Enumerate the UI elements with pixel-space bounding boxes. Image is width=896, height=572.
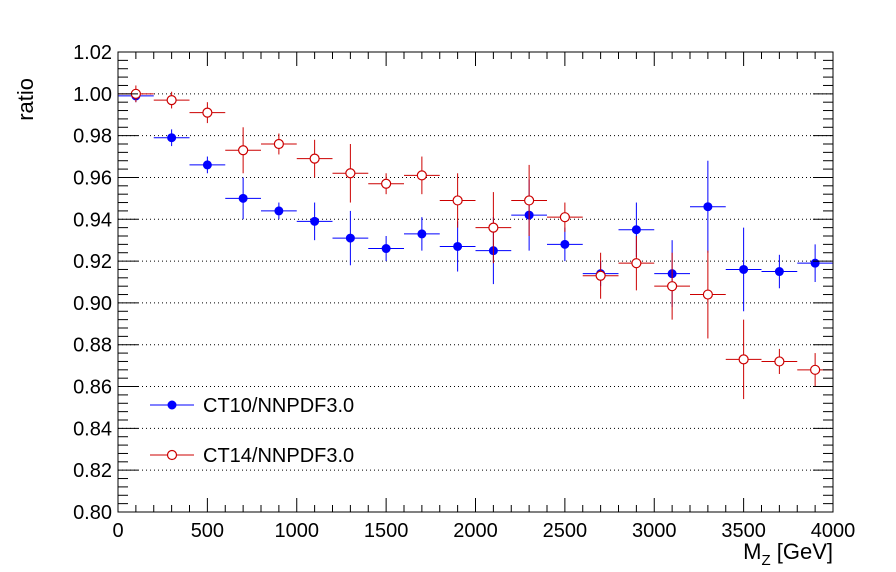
y-tick-label: 1.02 (73, 42, 112, 64)
x-tick-label: 1500 (364, 520, 409, 542)
y-tick-label: 0.92 (73, 251, 112, 273)
data-point (524, 195, 535, 206)
data-point (202, 160, 212, 170)
x-axis-title-main: M (743, 539, 761, 564)
tick-labels: 0.80 0.82 0.84 0.86 0.88 0.90 0.92 0.94 0.96 0.98… (73, 42, 855, 542)
data-point (238, 145, 249, 156)
data-point (416, 170, 427, 181)
x-tick-label: 500 (191, 520, 224, 542)
data-point (774, 356, 785, 367)
x-tick-label: 4000 (811, 520, 856, 542)
data-point (595, 270, 606, 281)
data-point (667, 281, 678, 292)
data-point (703, 202, 713, 212)
series-ct10 (118, 89, 833, 312)
y-tick-label: 0.84 (73, 418, 112, 440)
x-axis-title: MZ [GeV] (743, 539, 833, 569)
y-tick-label: 1.00 (73, 84, 112, 106)
data-point (453, 241, 463, 251)
x-axis-title-unit: [GeV] (771, 539, 833, 564)
legend-item-ct10: CT10/NNPDF3.0 (150, 395, 354, 417)
x-tick-label: 0 (112, 520, 123, 542)
x-axis-title-sub: Z (761, 552, 770, 569)
x-tick-label: 3000 (632, 520, 677, 542)
data-series (118, 85, 833, 400)
data-point (559, 212, 570, 223)
legend-item-ct14: CT14/NNPDF3.0 (150, 445, 354, 467)
y-tick-label: 0.82 (73, 460, 112, 482)
data-point (238, 193, 248, 203)
data-point (417, 229, 427, 239)
legend-ct10-label: CT10/NNPDF3.0 (203, 395, 354, 417)
plot-frame (117, 51, 834, 513)
x-tick-label: 2000 (453, 520, 498, 542)
y-tick-label: 0.80 (73, 502, 112, 524)
data-point (309, 153, 320, 164)
y-tick-label: 0.86 (73, 377, 112, 399)
data-point (631, 258, 642, 269)
legend-ct14-marker (166, 449, 178, 461)
data-point (738, 354, 749, 365)
y-tick-label: 0.98 (73, 126, 112, 148)
data-point (810, 364, 821, 375)
y-tick-label: 0.96 (73, 167, 112, 189)
y-tick-label: 0.88 (73, 335, 112, 357)
legend-ct10-marker (167, 400, 177, 410)
data-point (452, 195, 463, 206)
series-ct14 (118, 85, 833, 400)
x-tick-label: 3500 (721, 520, 766, 542)
data-point (202, 107, 213, 118)
data-point (167, 133, 177, 143)
data-point (560, 239, 570, 249)
data-point (810, 258, 820, 268)
data-point (381, 178, 392, 189)
legend: CT10/NNPDF3.0 CT14/NNPDF3.0 (150, 395, 354, 467)
legend-ct14-label: CT14/NNPDF3.0 (203, 445, 354, 467)
data-point (166, 94, 177, 106)
x-tick-label: 2500 (543, 520, 588, 542)
data-point (774, 267, 784, 277)
data-point (310, 216, 320, 226)
data-point (273, 138, 284, 150)
data-point (274, 206, 284, 216)
axis-ticks (117, 51, 834, 513)
data-point (488, 222, 499, 233)
data-point (381, 244, 391, 254)
x-tick-label: 1000 (275, 520, 320, 542)
data-point (345, 168, 356, 179)
data-point (739, 264, 749, 274)
y-tick-label: 0.90 (73, 293, 112, 315)
y-tick-label: 0.94 (73, 209, 112, 231)
data-point (345, 233, 355, 243)
y-axis-title: ratio (13, 78, 38, 121)
data-point (702, 289, 713, 300)
data-point (631, 225, 641, 235)
